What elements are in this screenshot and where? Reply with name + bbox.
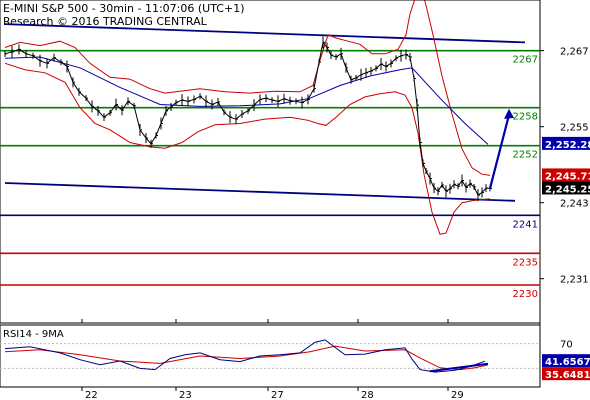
rsi-tags: 41.6567 35.6481 <box>542 354 590 381</box>
rsi-lines <box>4 339 489 373</box>
bollinger-upper-tag: 2,245.71 <box>545 171 590 182</box>
y-tick-label: 2,255 <box>560 123 589 134</box>
ma-value-tag: 2,252.28 <box>545 140 590 151</box>
channel-trendlines <box>4 23 526 202</box>
x-tick-label: 27 <box>271 390 284 400</box>
time-axis: 22 23 27 28 29 <box>81 319 464 400</box>
price-tags: 2,252.28 2,245.71 2,245.25 <box>542 136 590 195</box>
trendline-lower-channel <box>4 182 516 202</box>
x-tick-label: 29 <box>451 390 464 400</box>
rsi-ma-value-tag: 35.6481 <box>545 370 590 381</box>
x-tick-label: 23 <box>179 390 192 400</box>
bollinger-upper-tag-bg <box>542 168 590 182</box>
rsi-line <box>4 339 486 373</box>
rsi-70-label: 70 <box>560 340 573 351</box>
price-axis: 2,267 2,255 2,243 2,231 <box>540 47 589 286</box>
y-tick-label: 2,231 <box>560 275 589 286</box>
bollinger-lower-line <box>4 62 491 235</box>
forecast-arrow-shaft <box>488 114 511 189</box>
forecast-arrow <box>488 108 514 189</box>
level-label-support-2230: 2230 <box>513 289 538 300</box>
level-label-resistance-2267: 2267 <box>513 55 538 66</box>
bollinger-bands <box>4 0 491 235</box>
level-label-resistance-2258: 2258 <box>513 112 538 123</box>
last-price-tag-bg <box>542 181 590 195</box>
rsi-trendline <box>429 362 489 373</box>
ma-value-tag-bg <box>542 136 590 150</box>
x-tick-label: 28 <box>361 390 374 400</box>
last-price-tag: 2,245.25 <box>545 184 590 195</box>
y-tick-label: 2,243 <box>560 199 589 210</box>
y-tick-label: 2,267 <box>560 47 589 58</box>
chart-copyright: Research © 2016 TRADING CENTRAL <box>3 15 208 28</box>
rsi-panel-label: RSI14 - 9MA <box>3 329 64 340</box>
x-tick-label: 22 <box>85 390 98 400</box>
level-label-support-2235: 2235 <box>513 257 538 268</box>
level-label-support-2241: 2241 <box>513 219 538 230</box>
rsi-ma-value-tag-bg <box>542 367 590 381</box>
chart-title: E-MINI S&P 500 - 30min - 11:07:06 (UTC+1… <box>3 2 244 15</box>
price-bars <box>4 36 492 202</box>
forecast-arrow-head <box>504 108 514 119</box>
level-label-resistance-2252: 2252 <box>513 150 538 161</box>
bollinger-upper-line <box>4 0 491 176</box>
rsi-value-tag: 41.6567 <box>545 357 590 368</box>
rsi-value-tag-bg <box>542 354 590 368</box>
chart-frame <box>0 0 541 388</box>
trendline-upper-channel <box>4 23 526 44</box>
